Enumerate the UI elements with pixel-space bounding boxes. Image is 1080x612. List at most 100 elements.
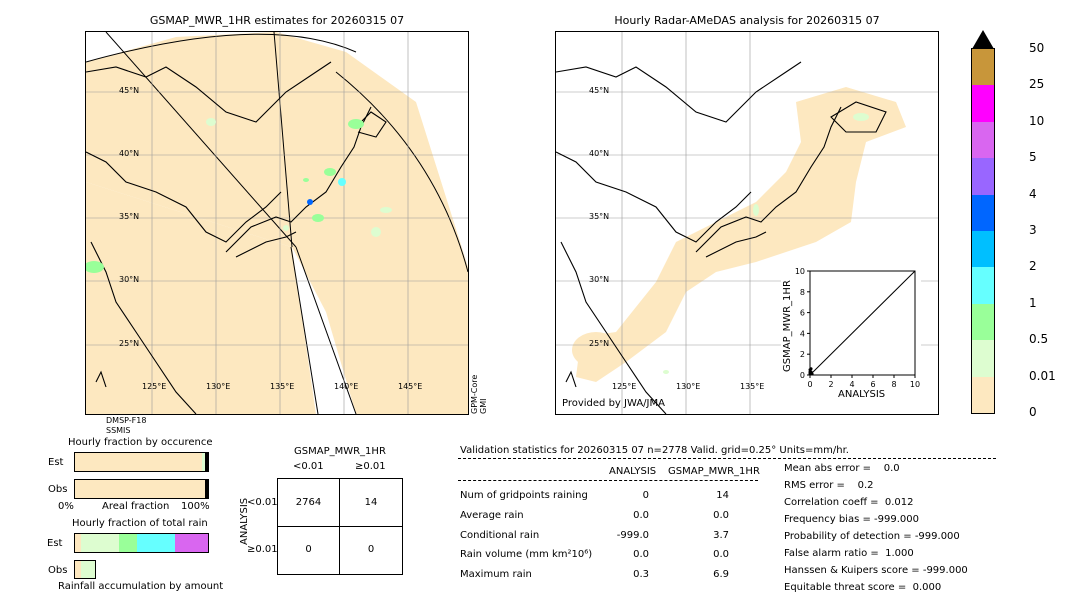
contingency-cell-12: 14	[364, 497, 378, 508]
left-lon-label-145: 145°E	[398, 382, 423, 391]
colorbar-segment	[972, 158, 994, 195]
one-to-one-line	[809, 270, 916, 376]
data-credit: Provided by JWA/JMA	[562, 398, 665, 409]
colorbar-segment	[972, 194, 994, 231]
stat-model-0: 14	[716, 490, 729, 501]
score-6: Hanssen & Kuipers score = -999.000	[784, 565, 968, 576]
occurrence-title: Hourly fraction by occurence	[68, 437, 213, 448]
scatter-ylabel: GSMAP_MWR_1HR	[782, 280, 793, 372]
contingency-col2: ≥0.01	[355, 461, 386, 472]
occurrence-axis-right: 100%	[181, 501, 210, 512]
left-map-canvas	[86, 32, 468, 414]
occurrence-est-label: Est	[48, 457, 64, 468]
right-lat-label-40: 40°N	[589, 149, 610, 158]
colorbar-tick-label: 0.01	[1029, 368, 1056, 383]
left-map-title: GSMAP_MWR_1HR estimates for 20260315 07	[149, 14, 405, 27]
score-1: RMS error = 0.2	[784, 480, 874, 491]
colorbar-tick-label: 2	[1029, 259, 1037, 274]
y-tick-label: 10	[795, 267, 805, 276]
stat-label-3: Rain volume (mm km²10⁶)	[460, 549, 593, 560]
rain-fraction-footer: Rainfall accumulation by amount	[58, 581, 224, 592]
stat-analysis-3: 0.0	[633, 549, 649, 560]
left-lat-label-45: 45°N	[119, 86, 140, 95]
y-tick-label: 4	[800, 329, 805, 338]
left-map: 45°N 40°N 35°N 30°N 25°N 125°E 130°E 135…	[85, 31, 469, 415]
y-tick-label: 2	[800, 350, 805, 359]
score-3: Frequency bias = -999.000	[784, 514, 919, 525]
colorbar-tick-label: 50	[1029, 41, 1045, 55]
validation-header-rule	[458, 458, 996, 459]
colorbar-tick-label: 1	[1029, 295, 1037, 310]
contingency-row1: <0.01	[247, 497, 278, 508]
validation-col-analysis: ANALYSIS	[609, 466, 657, 477]
contingency-title: GSMAP_MWR_1HR	[294, 446, 386, 457]
occurrence-obs-label: Obs	[48, 484, 68, 495]
right-lat-label-35: 35°N	[589, 212, 610, 221]
colorbar-segment	[972, 303, 994, 341]
validation-col-rule	[458, 480, 758, 481]
contingency-cell-11: 2764	[295, 497, 322, 508]
left-lon-label-125: 125°E	[142, 382, 167, 391]
colorbar-tick-label: 0.5	[1029, 332, 1049, 347]
colorbar	[971, 48, 995, 414]
colorbar-segment	[972, 376, 994, 413]
colorbar-segment	[972, 231, 994, 268]
rain-fraction-est-label: Est	[47, 538, 63, 549]
scatter-point	[808, 370, 812, 374]
right-map-canvas	[556, 32, 938, 414]
stat-analysis-1: 0.0	[633, 510, 649, 521]
stat-model-3: 0.0	[713, 549, 729, 560]
occurrence-axis-left: 0%	[58, 501, 74, 512]
stat-model-4: 6.9	[713, 569, 729, 580]
stat-label-4: Maximum rain	[460, 569, 532, 580]
swath-area-lower	[86, 182, 316, 414]
score-5: False alarm ratio = 1.000	[784, 548, 914, 559]
y-tick-label: 0	[800, 371, 805, 380]
colorbar-tick-label: 10	[1029, 113, 1045, 128]
occurrence-obs-bar	[74, 479, 209, 499]
scatter-point	[809, 367, 813, 371]
right-lon-label-135: 135°E	[740, 382, 765, 391]
stat-label-1: Average rain	[460, 510, 524, 521]
stat-model-1: 0.0	[713, 510, 729, 521]
x-tick-label: 8	[891, 380, 896, 389]
colorbar-segment	[972, 340, 994, 377]
right-lon-label-130: 130°E	[676, 382, 701, 391]
colorbar-segment	[972, 85, 994, 122]
colorbar-tick-label: 3	[1029, 223, 1037, 237]
right-lat-label-30: 30°N	[589, 275, 610, 284]
coastline	[556, 61, 887, 414]
colorbar-segment	[972, 121, 994, 159]
score-7: Equitable threat score = 0.000	[784, 582, 942, 593]
contingency-cell-21: 0	[305, 544, 312, 555]
score-0: Mean abs error = 0.0	[784, 463, 900, 474]
colorbar-segment	[972, 49, 994, 86]
colorbar-tick-label: 25	[1029, 77, 1045, 92]
rain-fraction-title: Hourly fraction of total rain	[72, 518, 208, 529]
contingency-col1: <0.01	[293, 461, 324, 472]
left-lat-label-35: 35°N	[119, 212, 140, 221]
left-lon-label-135: 135°E	[270, 382, 295, 391]
rain-fraction-obs-bar	[74, 560, 96, 579]
rain-blobs	[663, 113, 869, 374]
contingency-cell-22: 0	[367, 544, 375, 555]
sensor-right-label: GPM-Core GMI	[470, 374, 488, 414]
contingency-grid: 2764 14 0 0	[277, 478, 403, 575]
coastline	[86, 61, 387, 414]
right-lat-label-45: 45°N	[589, 86, 610, 95]
score-4: Probability of detection = -999.000	[784, 531, 960, 542]
validation-header: Validation statistics for 20260315 07 n=…	[460, 445, 849, 456]
right-lon-label-125: 125°E	[612, 382, 637, 391]
swath-gap	[292, 247, 356, 414]
left-lat-label-40: 40°N	[119, 149, 140, 158]
rain-fraction-obs-label: Obs	[48, 565, 68, 576]
colorbar-tick-label: 5	[1029, 150, 1037, 165]
left-lon-label-140: 140°E	[334, 382, 359, 391]
x-tick-label: 4	[849, 380, 854, 389]
swath-area	[86, 32, 468, 414]
left-lat-label-30: 30°N	[119, 275, 140, 284]
stat-analysis-0: 0	[642, 490, 649, 501]
stat-analysis-2: -999.0	[616, 530, 649, 541]
occurrence-est-bar	[74, 452, 209, 472]
colorbar-segment	[972, 267, 994, 304]
